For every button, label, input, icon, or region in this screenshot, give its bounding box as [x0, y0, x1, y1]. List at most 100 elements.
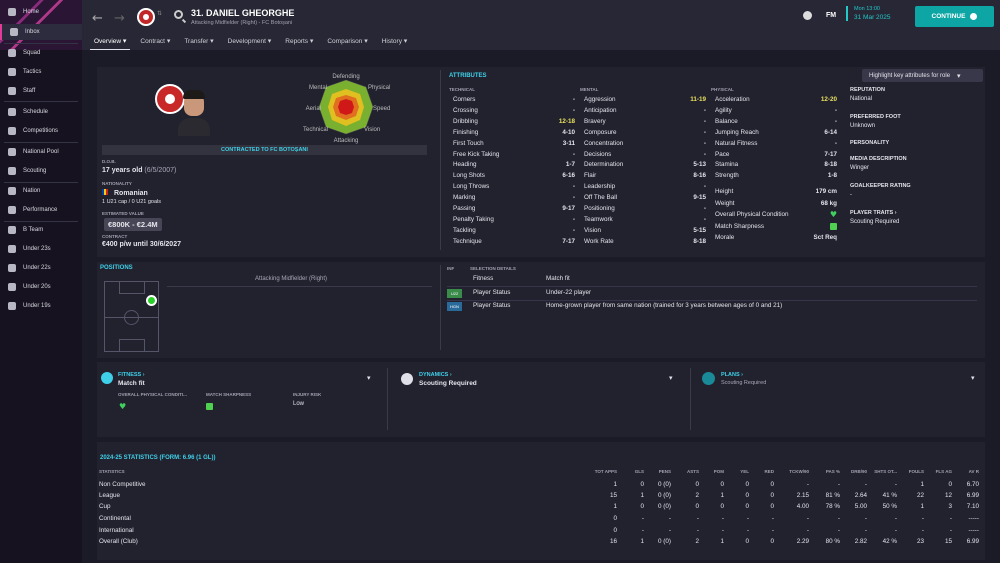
- sidebar-item-home[interactable]: Home: [0, 4, 82, 20]
- attribute-row[interactable]: Stamina 8-18: [715, 159, 837, 170]
- radar-label-technical: Technical: [303, 127, 328, 133]
- attribute-row[interactable]: Overall Physical Condition ♥: [715, 209, 837, 220]
- sidebar-item-competitions[interactable]: Competitions: [0, 123, 82, 139]
- attribute-row[interactable]: Corners -: [453, 94, 575, 105]
- attribute-row[interactable]: Marking -: [453, 192, 575, 203]
- attribute-row[interactable]: Acceleration 12-20: [715, 94, 837, 105]
- attribute-row[interactable]: Penalty Taking -: [453, 214, 575, 225]
- arrow-circle-icon: [970, 13, 978, 20]
- attribute-row[interactable]: Heading 1-7: [453, 159, 575, 170]
- table-row[interactable]: League 15 1 0 (0) 2 1 0 0 2.15 81 % 2.64 41 % 22 12 6.…: [99, 490, 979, 501]
- position-marker[interactable]: [146, 295, 157, 306]
- continue-button[interactable]: CONTINUE: [915, 6, 994, 27]
- attribute-row[interactable]: Finishing 4-10: [453, 127, 575, 138]
- attribute-row[interactable]: Pace 7-17: [715, 149, 837, 160]
- sidebar-item-tactics[interactable]: Tactics: [0, 64, 82, 80]
- attribute-row[interactable]: Height 179 cm: [715, 186, 837, 197]
- attribute-value: -: [703, 117, 706, 125]
- table-row[interactable]: Continental 0- - - - - - - - - - - - -----: [99, 513, 979, 524]
- sidebar-item-scouting[interactable]: Scouting: [0, 163, 82, 179]
- attribute-row[interactable]: Determination 5-13: [584, 159, 706, 170]
- attribute-row[interactable]: Strength 1-8: [715, 170, 837, 181]
- sidebar-item-nation[interactable]: Nation: [0, 183, 82, 199]
- attribute-row[interactable]: Aggression 11-19: [584, 94, 706, 105]
- sidebar-item-under-20s[interactable]: Under 20s: [0, 279, 82, 295]
- attribute-row[interactable]: Teamwork -: [584, 214, 706, 225]
- swap-arrows-icon[interactable]: ⇅: [157, 10, 163, 17]
- attribute-row[interactable]: Decisions -: [584, 149, 706, 160]
- attribute-row[interactable]: Dribbling 12-18: [453, 116, 575, 127]
- attribute-row[interactable]: Morale Sct Req: [715, 232, 837, 243]
- dynamics-link[interactable]: DYNAMICS ›: [419, 372, 452, 378]
- attribute-row[interactable]: Vision 5-15: [584, 225, 706, 236]
- attribute-row[interactable]: Natural Fitness -: [715, 138, 837, 149]
- attribute-row[interactable]: Match Sharpness: [715, 221, 837, 232]
- sidebar-item-under-23s[interactable]: Under 23s: [0, 241, 82, 257]
- attribute-row[interactable]: Free Kick Taking -: [453, 149, 575, 160]
- sidebar-item-performance[interactable]: Performance: [0, 202, 82, 218]
- tactics-icon: [8, 68, 16, 76]
- attribute-row[interactable]: Tackling -: [453, 225, 575, 236]
- table-cell: 2.64: [854, 492, 867, 499]
- sidebar-item-under-19s[interactable]: Under 19s: [0, 298, 82, 314]
- attribute-row[interactable]: Bravery -: [584, 116, 706, 127]
- sidebar-item-squad[interactable]: Squad: [0, 45, 82, 61]
- sidebar-item-b-team[interactable]: B Team: [0, 222, 82, 238]
- search-icon[interactable]: [174, 10, 183, 19]
- attribute-row[interactable]: Leadership -: [584, 181, 706, 192]
- sidebar-item-schedule[interactable]: Schedule: [0, 104, 82, 120]
- highlight-attributes-dropdown[interactable]: Highlight key attributes for role ▾: [862, 69, 983, 82]
- attribute-name: Anticipation: [584, 106, 617, 114]
- attribute-row[interactable]: Anticipation -: [584, 105, 706, 116]
- fitness-link[interactable]: FITNESS ›: [118, 372, 145, 378]
- attribute-row[interactable]: Balance -: [715, 116, 837, 127]
- attribute-row[interactable]: Technique 7-17: [453, 236, 575, 247]
- tab-overview[interactable]: Overview ▾: [90, 34, 131, 50]
- table-cell: 15: [944, 538, 952, 545]
- sidebar-item-under-22s[interactable]: Under 22s: [0, 260, 82, 276]
- nationality-label: NATIONALITY: [102, 181, 132, 186]
- tab-contract[interactable]: Contract ▾: [140, 37, 171, 45]
- tab-history[interactable]: History ▾: [381, 37, 408, 45]
- attribute-row[interactable]: Jumping Reach 6-14: [715, 127, 837, 138]
- table-cell: 0: [745, 492, 749, 499]
- tab-comparison[interactable]: Comparison ▾: [327, 37, 368, 45]
- tab-development[interactable]: Development ▾: [227, 37, 272, 45]
- attribute-value: 12-20: [820, 96, 837, 103]
- attribute-row[interactable]: Positioning -: [584, 203, 706, 214]
- ball-icon[interactable]: [803, 11, 812, 20]
- attribute-row[interactable]: Long Throws -: [453, 181, 575, 192]
- dynamics-expand-icon[interactable]: ▾: [669, 374, 673, 382]
- tab-transfer[interactable]: Transfer ▾: [184, 37, 214, 45]
- attribute-row[interactable]: Composure -: [584, 127, 706, 138]
- attribute-row[interactable]: Off The Ball 9-15: [584, 192, 706, 203]
- attribute-row[interactable]: Agility -: [715, 105, 837, 116]
- squad-icon: [8, 49, 16, 57]
- plans-link[interactable]: PLANS ›: [721, 372, 743, 378]
- attribute-row[interactable]: Concentration -: [584, 138, 706, 149]
- attribute-row[interactable]: First Touch 3-11: [453, 138, 575, 149]
- tab-reports[interactable]: Reports ▾: [285, 37, 314, 45]
- attribute-row[interactable]: Passing 9-17: [453, 203, 575, 214]
- sidebar-item-national-pool[interactable]: National Pool: [0, 144, 82, 160]
- estimated-value[interactable]: €800K - €2.4M: [104, 218, 162, 231]
- attribute-row[interactable]: Work Rate 8-18: [584, 236, 706, 247]
- attribute-row[interactable]: Weight 68 kg: [715, 198, 837, 209]
- attribute-row[interactable]: Flair 8-16: [584, 170, 706, 181]
- info-heading[interactable]: PLAYER TRAITS ›: [850, 210, 897, 216]
- back-arrow-icon[interactable]: ←: [92, 11, 103, 26]
- sidebar-item-staff[interactable]: Staff: [0, 83, 82, 99]
- table-row[interactable]: Overall (Club) 16 1 0 (0) 2 1 0 0 2.29 80 % 2.82 42…: [99, 536, 979, 547]
- table-row[interactable]: Cup 1 0 0 (0) 0 0 0 0 4.00 78 % 5.00 50 % 1 3 7.10: [99, 501, 979, 512]
- sidebar-item-inbox[interactable]: Inbox: [0, 24, 82, 40]
- fitness-expand-icon[interactable]: ▾: [367, 374, 371, 382]
- table-row[interactable]: International 0- - - - - - - - - - - - -----: [99, 525, 979, 536]
- attribute-row[interactable]: Long Shots 6-16: [453, 170, 575, 181]
- fm-logo[interactable]: FM: [826, 12, 837, 19]
- forward-arrow-icon[interactable]: →: [114, 11, 125, 26]
- plans-expand-icon[interactable]: ▾: [971, 374, 975, 382]
- nationality-value[interactable]: Romanian: [102, 189, 148, 197]
- attribute-row[interactable]: Crossing -: [453, 105, 575, 116]
- attribute-value: -: [572, 226, 575, 234]
- table-row[interactable]: Non Competitive 1 0 0 (0) 0 0 0 0 - - - - 1 0 6.70: [99, 479, 979, 490]
